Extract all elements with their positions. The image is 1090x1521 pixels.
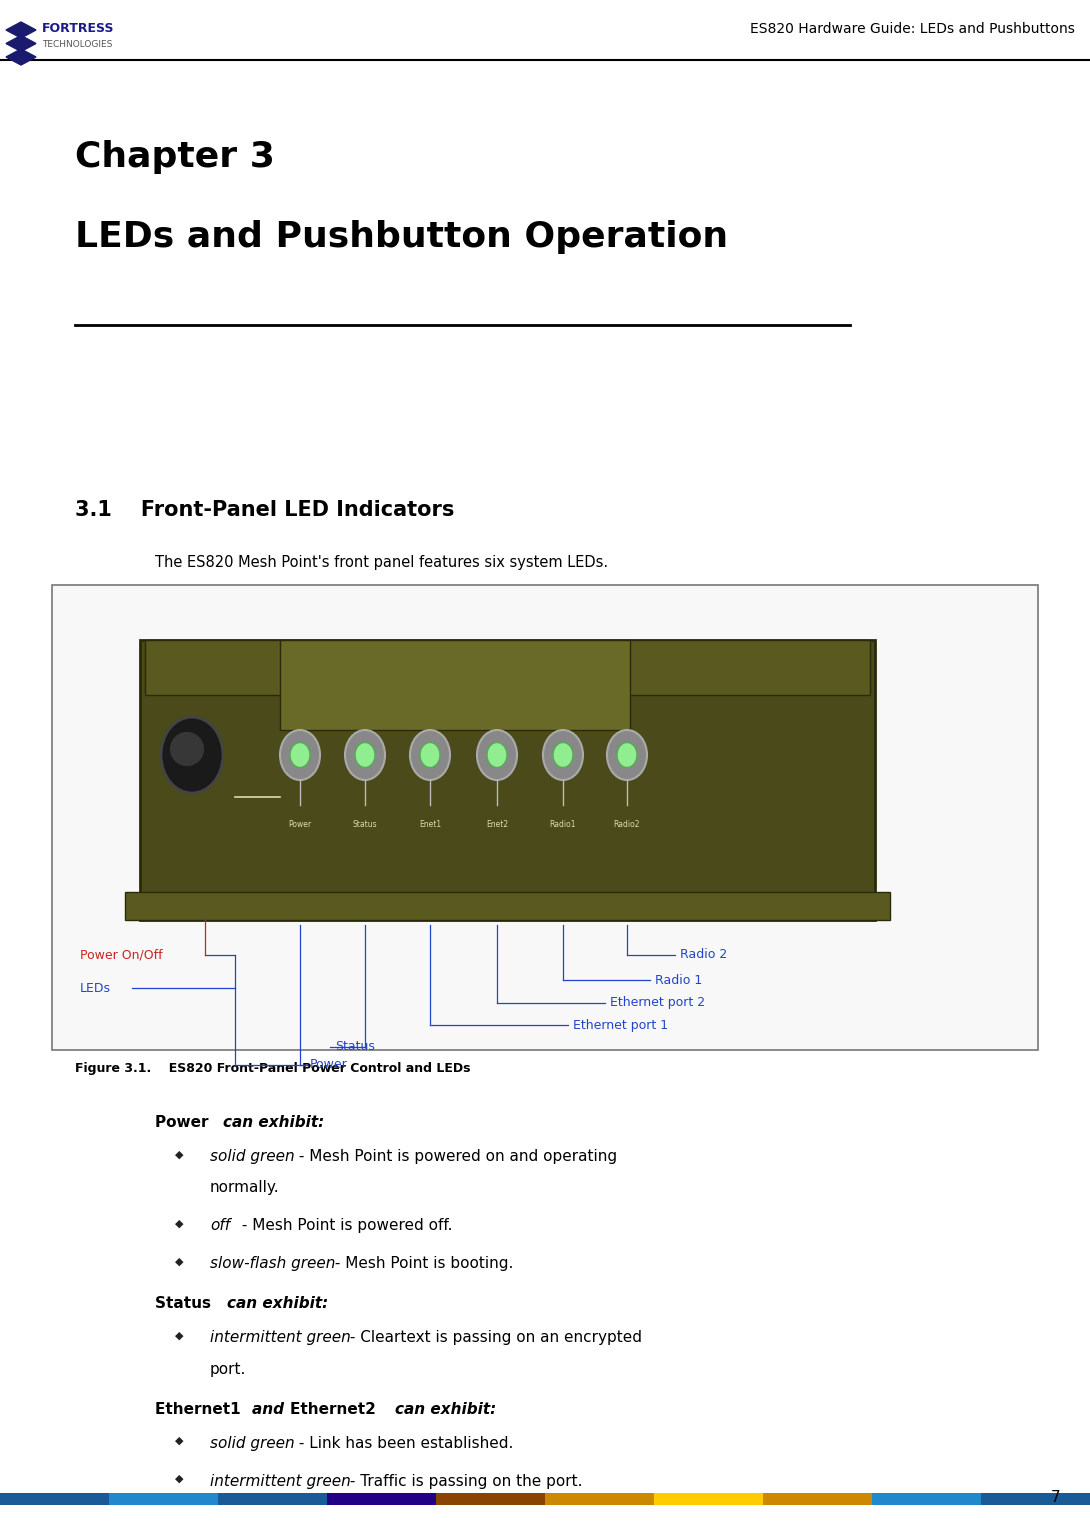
Text: Enet2: Enet2 bbox=[486, 820, 508, 829]
Text: Status: Status bbox=[353, 820, 377, 829]
Text: Power: Power bbox=[310, 1059, 348, 1071]
Text: normally.: normally. bbox=[210, 1180, 280, 1196]
Text: LEDs and Pushbutton Operation: LEDs and Pushbutton Operation bbox=[75, 221, 728, 254]
Text: - Traffic is passing on the port.: - Traffic is passing on the port. bbox=[344, 1474, 582, 1489]
Text: slow-flash green: slow-flash green bbox=[210, 1256, 336, 1272]
Bar bbox=[545, 1494, 654, 1504]
Text: - Cleartext is passing on an encrypted: - Cleartext is passing on an encrypted bbox=[344, 1331, 642, 1346]
Polygon shape bbox=[7, 21, 36, 38]
Text: LEDs: LEDs bbox=[80, 981, 111, 995]
Text: Radio2: Radio2 bbox=[614, 820, 640, 829]
Text: solid green: solid green bbox=[210, 1436, 294, 1451]
Text: ◆: ◆ bbox=[175, 1474, 183, 1483]
Text: Ethernet2: Ethernet2 bbox=[290, 1401, 381, 1416]
Ellipse shape bbox=[355, 742, 375, 768]
Ellipse shape bbox=[290, 742, 310, 768]
Ellipse shape bbox=[487, 742, 507, 768]
Bar bbox=[872, 1494, 981, 1504]
Text: - Mesh Point is powered on and operating: - Mesh Point is powered on and operating bbox=[294, 1150, 617, 1164]
Text: Ethernet port 2: Ethernet port 2 bbox=[610, 996, 705, 1010]
Bar bbox=[145, 640, 870, 695]
Text: Power: Power bbox=[155, 1115, 214, 1130]
Bar bbox=[763, 1494, 872, 1504]
Ellipse shape bbox=[280, 730, 320, 780]
Text: can exhibit:: can exhibit: bbox=[395, 1401, 496, 1416]
Bar bbox=[125, 891, 891, 920]
Text: can exhibit:: can exhibit: bbox=[223, 1115, 324, 1130]
Text: - Link has been established.: - Link has been established. bbox=[294, 1436, 513, 1451]
Bar bbox=[981, 1494, 1090, 1504]
Ellipse shape bbox=[477, 730, 517, 780]
Text: intermittent green: intermittent green bbox=[210, 1474, 351, 1489]
Bar bbox=[280, 640, 630, 730]
Text: ◆: ◆ bbox=[175, 1436, 183, 1446]
Text: The ES820 Mesh Point's front panel features six system LEDs.: The ES820 Mesh Point's front panel featu… bbox=[155, 555, 608, 570]
Ellipse shape bbox=[346, 730, 385, 780]
Text: 3.1    Front-Panel LED Indicators: 3.1 Front-Panel LED Indicators bbox=[75, 500, 455, 520]
Ellipse shape bbox=[617, 742, 637, 768]
Text: intermittent green: intermittent green bbox=[210, 1331, 351, 1346]
Bar bbox=[654, 1494, 763, 1504]
Text: and: and bbox=[252, 1401, 289, 1416]
Text: ◆: ◆ bbox=[175, 1331, 183, 1340]
Text: Figure 3.1.    ES820 Front-Panel Power Control and LEDs: Figure 3.1. ES820 Front-Panel Power Cont… bbox=[75, 1062, 471, 1075]
Text: can exhibit:: can exhibit: bbox=[227, 1296, 328, 1311]
Ellipse shape bbox=[420, 742, 440, 768]
Text: Enet1: Enet1 bbox=[419, 820, 441, 829]
Text: Power On/Off: Power On/Off bbox=[80, 949, 162, 961]
Text: Radio 2: Radio 2 bbox=[680, 949, 727, 961]
Text: solid green: solid green bbox=[210, 1150, 294, 1164]
Text: Power: Power bbox=[289, 820, 312, 829]
Text: ◆: ◆ bbox=[175, 1150, 183, 1159]
Bar bbox=[218, 1494, 327, 1504]
Ellipse shape bbox=[543, 730, 583, 780]
Text: Status: Status bbox=[155, 1296, 216, 1311]
Bar bbox=[327, 1494, 436, 1504]
Text: Ethernet port 1: Ethernet port 1 bbox=[573, 1019, 668, 1031]
Bar bbox=[109, 1494, 218, 1504]
Bar bbox=[436, 1494, 545, 1504]
Bar bbox=[52, 586, 1038, 1049]
Ellipse shape bbox=[161, 716, 223, 792]
Polygon shape bbox=[7, 35, 36, 52]
Text: 7: 7 bbox=[1051, 1491, 1059, 1504]
Text: TECHNOLOGIES: TECHNOLOGIES bbox=[43, 40, 112, 49]
Ellipse shape bbox=[607, 730, 647, 780]
Text: ◆: ◆ bbox=[175, 1218, 183, 1229]
Ellipse shape bbox=[553, 742, 573, 768]
Bar bbox=[140, 640, 875, 920]
Text: Radio 1: Radio 1 bbox=[655, 973, 702, 987]
Text: FORTRESS: FORTRESS bbox=[43, 21, 114, 35]
Text: - Mesh Point is booting.: - Mesh Point is booting. bbox=[330, 1256, 513, 1272]
Text: Chapter 3: Chapter 3 bbox=[75, 140, 275, 173]
Text: ◆: ◆ bbox=[175, 1256, 183, 1267]
Ellipse shape bbox=[170, 732, 204, 767]
Ellipse shape bbox=[410, 730, 450, 780]
Text: - Mesh Point is powered off.: - Mesh Point is powered off. bbox=[237, 1218, 452, 1234]
Text: ES820 Hardware Guide: LEDs and Pushbuttons: ES820 Hardware Guide: LEDs and Pushbutto… bbox=[750, 21, 1075, 37]
Text: Ethernet1: Ethernet1 bbox=[155, 1401, 246, 1416]
Bar bbox=[0, 1494, 109, 1504]
Text: Status: Status bbox=[335, 1040, 375, 1054]
Polygon shape bbox=[7, 49, 36, 65]
Text: port.: port. bbox=[210, 1361, 246, 1377]
Text: off: off bbox=[210, 1218, 230, 1234]
Text: Radio1: Radio1 bbox=[549, 820, 577, 829]
